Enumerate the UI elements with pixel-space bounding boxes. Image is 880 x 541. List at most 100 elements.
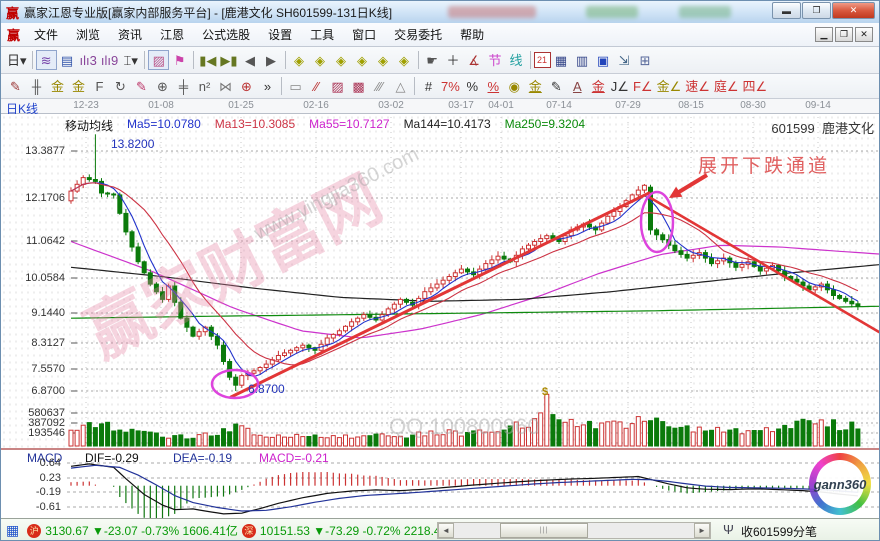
- spiral-tool-icon[interactable]: ↻: [115, 78, 126, 94]
- menu-0[interactable]: 文件: [34, 28, 59, 42]
- last-bar-icon[interactable]: ▶▮: [220, 52, 238, 68]
- export-icon[interactable]: ⇲: [618, 52, 630, 68]
- xian-tool-icon[interactable]: 线: [509, 52, 523, 68]
- quote-table-icon[interactable]: ▦: [6, 522, 20, 538]
- menu-9[interactable]: 帮助: [460, 28, 485, 42]
- child-restore-button[interactable]: ❐: [835, 27, 853, 42]
- save-icon[interactable]: ▣: [596, 52, 610, 68]
- mirror-tool-icon[interactable]: ⋈: [219, 78, 232, 94]
- candle-style-dropdown[interactable]: ⌶▾: [123, 52, 138, 68]
- chart-scrollbar[interactable]: ◄ ||| ►: [437, 522, 711, 539]
- calculator-icon[interactable]: ▦: [554, 52, 568, 68]
- angle-ting-icon[interactable]: 庭∠: [713, 78, 739, 94]
- toolbar-main: 日▾ ≋ ▤ ılı3 ılı9 ⌶▾ ▨ ⚑ ▮◀ ▶▮ ◀ ▶ ◈ ◈ ◈ ◈ ◈ ◈ ☛ ＋ ∡ 节线 21 ▦ ▥ ▣ ⇲ ⊞: [1, 47, 879, 74]
- angle-f-icon[interactable]: F∠: [632, 78, 653, 94]
- gann-grid2-icon[interactable]: 金: [71, 78, 85, 94]
- kline-chart-area[interactable]: 赢家财富网 www.yingjia360.com QQ:100800960 移动…: [1, 114, 879, 448]
- pencil-tool-icon[interactable]: ✎: [10, 78, 21, 94]
- gann-diamond-star-icon[interactable]: ◈: [378, 52, 389, 68]
- report-icon[interactable]: ▤: [60, 52, 74, 68]
- maximize-button[interactable]: ❐: [802, 2, 831, 19]
- angle-gold-icon[interactable]: 金∠: [656, 78, 682, 94]
- gann-diamond-compress-icon[interactable]: ◈: [357, 52, 368, 68]
- n2-tool-icon[interactable]: n²: [198, 78, 211, 94]
- ink-marker-icon[interactable]: ✎: [550, 78, 562, 94]
- bars9-icon[interactable]: ılı9: [100, 52, 119, 68]
- gann-diamond-right-icon[interactable]: ◈: [315, 52, 326, 68]
- child-minimize-button[interactable]: ▁: [815, 27, 833, 42]
- price-grid-icon[interactable]: ╪: [178, 78, 189, 94]
- menu-3[interactable]: 江恩: [160, 28, 185, 42]
- prev-bar-icon[interactable]: ◀: [245, 52, 256, 68]
- brush-tool-icon[interactable]: ✎: [136, 78, 147, 94]
- percent7-icon[interactable]: 7%: [441, 78, 460, 94]
- slant-lines-icon[interactable]: ∕∕∕: [376, 78, 383, 94]
- gann-grid-icon[interactable]: 金: [50, 78, 64, 94]
- shenzhen-index-icon[interactable]: 深: [241, 523, 256, 538]
- menu-6[interactable]: 工具: [310, 28, 335, 42]
- gann-diamond-left-icon[interactable]: ◈: [294, 52, 305, 68]
- macd-canvas[interactable]: [1, 450, 880, 518]
- grid-tool-icon[interactable]: ╫: [31, 78, 42, 94]
- more-tools-icon[interactable]: »: [263, 78, 272, 94]
- shanghai-index-quote: 3130.67 ▼-23.07 -0.73% 1606.41亿: [45, 524, 238, 538]
- kline-chart-canvas[interactable]: [1, 114, 880, 448]
- menu-7[interactable]: 窗口: [352, 28, 377, 42]
- scroll-left-button[interactable]: ◄: [438, 523, 454, 538]
- volume-axis-label: 580637: [28, 407, 65, 419]
- f-grid-icon[interactable]: F: [95, 78, 104, 94]
- circle-ruler-icon[interactable]: ⊕: [157, 78, 168, 94]
- truck-icon[interactable]: ⊞: [639, 52, 651, 68]
- pattern-box-icon[interactable]: ▨: [148, 50, 170, 70]
- gann-diamond-cross-icon[interactable]: ◈: [399, 52, 410, 68]
- shade-box-icon[interactable]: ▩: [352, 78, 365, 94]
- gann-diamond-expand-icon[interactable]: ◈: [336, 52, 347, 68]
- bars3-icon[interactable]: ılı3: [79, 52, 97, 68]
- menu-1[interactable]: 浏览: [76, 28, 101, 42]
- crosshair-icon[interactable]: ＋: [446, 52, 460, 68]
- gold-angle-icon[interactable]: 金: [591, 78, 605, 94]
- scrollbar-track[interactable]: |||: [454, 523, 694, 538]
- triangle-tool-icon[interactable]: △: [395, 78, 406, 94]
- menu-4[interactable]: 公式选股: [202, 28, 251, 42]
- close-button[interactable]: ✕: [832, 2, 875, 19]
- date-axis: 日K线 12-23 01-08 01-25 02-16 03-02 03-17 04-01 0…: [1, 99, 879, 116]
- angle-j-icon[interactable]: J∠: [610, 78, 629, 94]
- angle-su-icon[interactable]: 速∠: [685, 78, 710, 94]
- macd-axis-label: -0.61: [35, 501, 61, 513]
- percent-line-icon[interactable]: %: [487, 78, 500, 94]
- next-bar-icon[interactable]: ▶: [266, 52, 277, 68]
- first-bar-icon[interactable]: ▮◀: [199, 52, 217, 68]
- steps-tool-icon[interactable]: #: [424, 78, 433, 94]
- minimize-button[interactable]: ▬: [772, 2, 801, 19]
- scrollbar-thumb[interactable]: |||: [500, 523, 588, 538]
- hatch-box-icon[interactable]: ▨: [331, 78, 344, 94]
- target-tool-icon[interactable]: ⊕: [241, 78, 252, 94]
- box-tool-icon[interactable]: ▭: [289, 78, 302, 94]
- apex-tool-icon[interactable]: A: [572, 78, 582, 94]
- period-day-dropdown[interactable]: 日▾: [7, 52, 27, 68]
- angle-si-icon[interactable]: 四∠: [742, 78, 768, 94]
- ma-value: Ma55=10.7127: [309, 117, 390, 131]
- child-close-button[interactable]: ✕: [855, 27, 873, 42]
- fan-lines-icon[interactable]: ∕∕: [314, 78, 319, 94]
- scroll-right-button[interactable]: ►: [694, 523, 710, 538]
- jie-tool-icon[interactable]: 节: [488, 52, 502, 68]
- notes-icon[interactable]: ▥: [575, 52, 589, 68]
- angle-measure-icon[interactable]: ∡: [468, 52, 480, 68]
- shanghai-index-icon[interactable]: 沪: [27, 523, 42, 538]
- color-flag-icon[interactable]: ⚑: [173, 52, 186, 68]
- menu-2[interactable]: 资讯: [118, 28, 143, 42]
- hand-pan-icon[interactable]: ☛: [426, 52, 438, 68]
- macd-panel[interactable]: MACD DIF=-0.29 DEA=-0.19 MACD=-0.21 0.64…: [1, 450, 879, 518]
- menu-8[interactable]: 交易委托: [394, 28, 443, 42]
- calendar-icon[interactable]: 21: [533, 52, 551, 68]
- volume-axis-label: 387092: [28, 417, 65, 429]
- menu-5[interactable]: 设置: [268, 28, 293, 42]
- gold-line-icon[interactable]: 金: [528, 78, 542, 94]
- wave-overlay-icon[interactable]: ≋: [35, 50, 57, 70]
- menu-bar: 赢 文件 浏览 资讯 江恩 公式选股 设置 工具 窗口 交易委托 帮助 ▁ ❐ ✕: [1, 23, 879, 47]
- percent-icon[interactable]: %: [466, 78, 479, 94]
- date-tick-label: 04-01: [488, 100, 514, 111]
- gold-circle-icon[interactable]: ◉: [508, 78, 520, 94]
